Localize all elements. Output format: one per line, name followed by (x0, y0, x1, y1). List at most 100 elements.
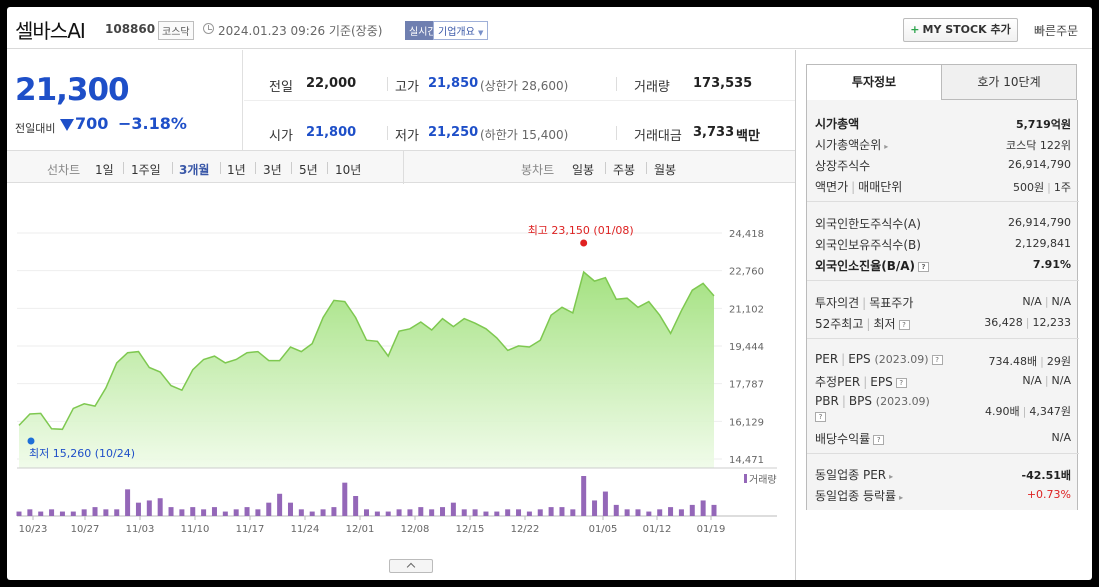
period-3m[interactable]: 3개월 (179, 163, 210, 177)
52w-low-label: 최저 (873, 317, 896, 331)
sector-per-label: 동일업종 PER (815, 468, 887, 482)
row-sector-rate[interactable]: 동일업종 등락률 ▸ +0.73% (815, 485, 1071, 505)
x-tick-label: 12/15 (456, 524, 485, 535)
row-per: PER | EPS (2023.09)? 734.48배 | 29원 (815, 352, 1071, 368)
x-tick-label: 11/17 (236, 524, 265, 535)
dividend-value: N/A (1051, 431, 1071, 444)
volume-bar (505, 509, 511, 516)
open-label: 시가 (269, 129, 293, 144)
investment-info-panel: 투자정보 호가 10단계 시가총액 5,719억원 시가총액순위 ▸ 코스닥 12… (795, 50, 1092, 580)
x-tick-label: 10/27 (71, 524, 100, 535)
volume-bar (287, 502, 293, 516)
volume-bar (233, 509, 239, 516)
lower-limit: (하한가 15,400) (480, 128, 569, 142)
target-price-label: 목표주가 (869, 296, 914, 310)
row-market-cap-rank[interactable]: 시가총액순위 ▸ 코스닥 122위 (815, 134, 1071, 154)
volume-bar (635, 509, 641, 516)
x-tick-label: 12/22 (511, 524, 540, 535)
help-icon[interactable]: ? (815, 412, 826, 422)
candle-daily[interactable]: 일봉 (572, 163, 595, 177)
volume-bar (461, 509, 467, 516)
x-tick-label: 12/01 (346, 524, 375, 535)
y-tick-label: 19,444 (729, 342, 764, 353)
volume-bar (678, 509, 684, 516)
volume-bar (657, 509, 663, 516)
volume-bar (450, 502, 456, 516)
est-eps-value: N/A (1051, 374, 1071, 387)
row-opinion: 투자의견 | 목표주가 N/A | N/A (815, 295, 1071, 310)
price-line (18, 270, 715, 431)
x-tick-label: 10/23 (19, 524, 48, 535)
low-annotation: 최저 15,260 (10/24) (29, 447, 135, 460)
volume-bar (581, 476, 587, 516)
row-foreign-holdings: 외국인보유주식수(B) 2,129,841 (815, 234, 1071, 254)
volume-bar (374, 511, 380, 516)
help-icon[interactable]: ? (898, 319, 910, 330)
row-sector-per[interactable]: 동일업종 PER ▸ -42.51배 (815, 464, 1071, 484)
pbr-date: (2023.09) (875, 395, 930, 408)
realtime-badge[interactable]: 실시간 (405, 21, 441, 40)
volume-bar (396, 509, 402, 516)
company-overview-label: 기업개요 (438, 27, 475, 38)
period-5y[interactable]: 5년 (299, 163, 318, 177)
y-tick-label: 22,760 (729, 267, 764, 278)
tab-investment-info[interactable]: 투자정보 (806, 64, 942, 100)
per-date: (2023.09) (874, 353, 929, 366)
collapse-chart-button[interactable] (389, 559, 433, 573)
x-tick-label: 01/12 (643, 524, 672, 535)
row-dividend: 배당수익률? N/A (815, 428, 1071, 448)
volume-bar (570, 509, 576, 516)
help-icon[interactable]: ? (918, 261, 930, 272)
period-1w[interactable]: 1주일 (131, 163, 161, 177)
market-cap-rank-value: 코스닥 122위 (1006, 139, 1071, 152)
volume-bar (548, 507, 554, 516)
sector-rate-label: 동일업종 등락률 (815, 489, 897, 503)
volume-bar (298, 509, 304, 516)
volume-bar (331, 507, 337, 516)
foreign-holdings-value: 2,129,841 (1015, 237, 1071, 250)
candle-monthly[interactable]: 월봉 (654, 163, 677, 177)
market-cap-value: 5,719억원 (1015, 118, 1071, 131)
eps-value: 29원 (1046, 355, 1071, 368)
add-mystock-button[interactable]: + MY STOCK 추가 (903, 18, 1018, 42)
help-icon[interactable]: ? (931, 354, 943, 365)
volume-bar (418, 507, 424, 516)
foreign-ratio-value: 7.91% (1032, 258, 1071, 271)
line-chart-label: 선차트 (47, 163, 81, 177)
volume-bar (592, 500, 598, 516)
volume-bar (16, 511, 22, 516)
period-3y[interactable]: 3년 (263, 163, 282, 177)
caret-down-icon: ▼ (478, 29, 484, 37)
volume-bar (353, 496, 359, 516)
company-overview-button[interactable]: 기업개요 ▼ (433, 21, 489, 40)
volume-bar (70, 511, 76, 516)
volume-bar (125, 489, 131, 516)
change-label: 전일대비 (15, 122, 56, 135)
help-icon[interactable]: ? (895, 377, 907, 388)
tab-orderbook-10[interactable]: 호가 10단계 (941, 64, 1077, 100)
y-tick-label: 24,418 (729, 229, 764, 240)
x-tick-label: 11/24 (291, 524, 320, 535)
x-tick-label: 01/19 (697, 524, 726, 535)
period-1d[interactable]: 1일 (95, 163, 114, 177)
x-tick-label: 11/03 (126, 524, 155, 535)
candle-weekly[interactable]: 주봉 (613, 163, 636, 177)
quick-order-link[interactable]: 빠른주문 (1034, 24, 1079, 38)
period-1y[interactable]: 1년 (227, 163, 246, 177)
upper-limit: (상한가 28,600) (480, 79, 569, 93)
period-10y[interactable]: 10년 (335, 163, 362, 177)
volume-bar (201, 509, 207, 516)
chevron-right-icon: ▸ (884, 142, 889, 151)
volume-bar (483, 511, 489, 516)
est-per-label: 추정PER (815, 375, 861, 389)
price-area (19, 272, 714, 468)
pbr-value: 4.90배 (985, 405, 1020, 418)
help-icon[interactable]: ? (873, 434, 885, 445)
chart-toolbar: 선차트 1일 1주일 3개월 1년 3년 5년 10년 봉차트 일봉 주봉 월봉 (7, 150, 795, 184)
investment-info-body: 시가총액 5,719억원 시가총액순위 ▸ 코스닥 122위 상장주식수 26,9… (806, 100, 1079, 510)
volume-bar (668, 507, 674, 516)
current-price: 21,300 (15, 72, 130, 108)
down-triangle-icon (60, 119, 74, 131)
dividend-label: 배당수익률 (815, 432, 871, 446)
volume-bar (38, 511, 44, 516)
